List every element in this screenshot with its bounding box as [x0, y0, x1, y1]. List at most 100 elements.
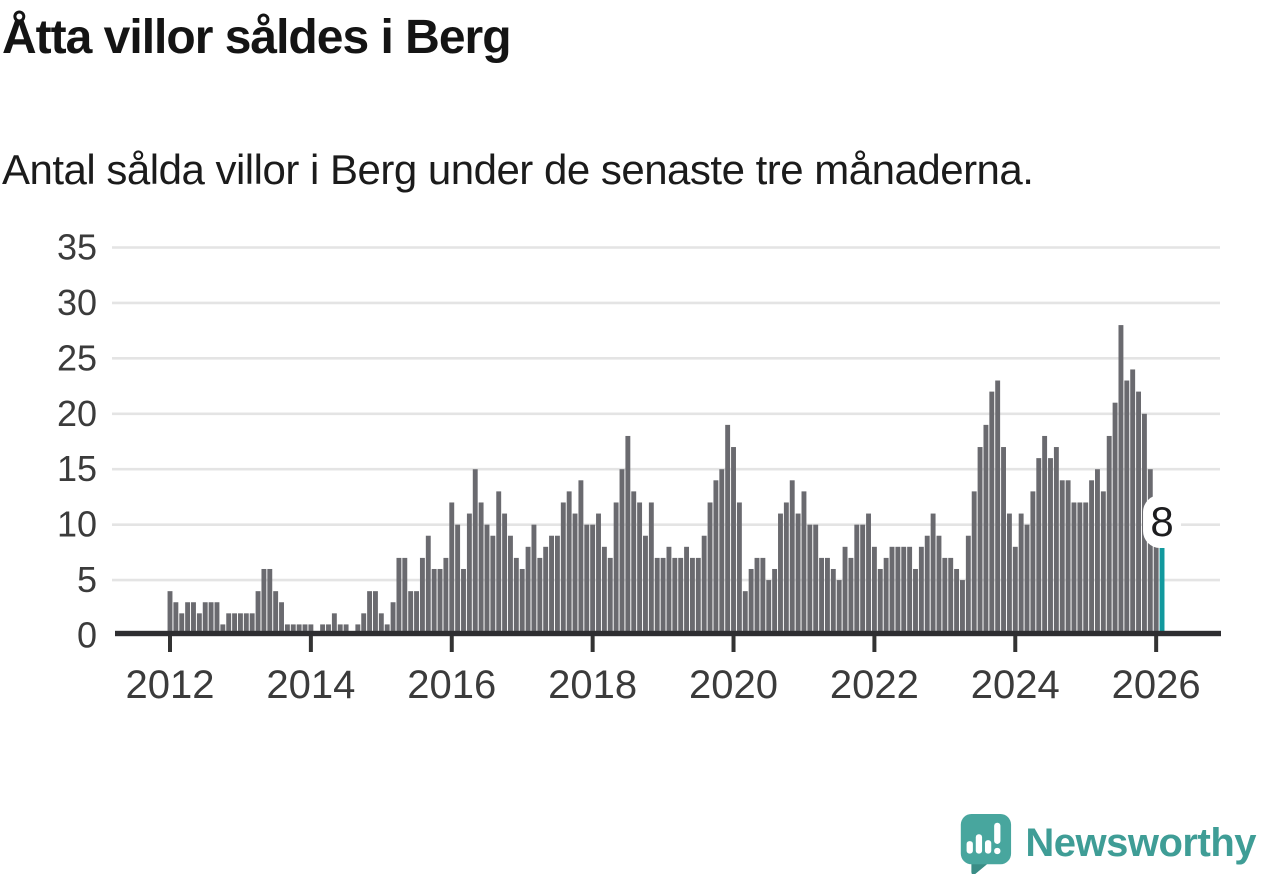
bar: [1053, 447, 1059, 636]
bar: [449, 502, 455, 636]
bar: [261, 568, 267, 636]
logo-bar-1: [966, 841, 974, 854]
bar: [1036, 458, 1042, 636]
bar: [461, 568, 466, 636]
bar: [772, 568, 778, 636]
bar: [584, 524, 590, 636]
logo-exclamation-stem: [994, 822, 1001, 844]
bar: [854, 524, 860, 636]
bar: [414, 591, 419, 636]
bar: [725, 424, 731, 636]
bar: [1112, 402, 1118, 636]
bar: [989, 391, 995, 636]
bar: [484, 524, 490, 636]
bar: [390, 602, 396, 636]
bar: [554, 535, 560, 636]
bar: [625, 435, 631, 636]
newsworthy-speech-bubble-chart-icon: [961, 814, 1012, 874]
bar: [842, 546, 848, 636]
bar: [1077, 502, 1083, 636]
bar: [936, 535, 942, 636]
bar: [343, 624, 349, 636]
bar: [1042, 435, 1048, 636]
bar: [513, 557, 519, 636]
bar: [637, 502, 643, 636]
bar: [813, 524, 819, 636]
bar: [889, 546, 895, 636]
bar: [437, 568, 443, 636]
bar: [778, 513, 783, 636]
y-axis-tick-label: 0: [77, 615, 97, 656]
bar: [672, 557, 678, 636]
bar: [1106, 435, 1112, 636]
bar: [443, 557, 449, 636]
bar: [249, 613, 255, 636]
bar: [860, 524, 866, 636]
bar: [1059, 480, 1065, 636]
bar: [977, 447, 983, 636]
bar: [508, 535, 513, 636]
bar: [601, 546, 607, 636]
bar: [819, 557, 825, 636]
bar: [918, 546, 924, 636]
x-axis-tick-label: 2012: [126, 663, 215, 707]
bar: [590, 524, 596, 636]
annotation-bubble: [1143, 495, 1182, 548]
x-axis-tick-label: 2018: [548, 663, 637, 707]
x-axis-tick-label: 2022: [830, 663, 919, 707]
bar: [713, 480, 719, 636]
bar: [1089, 480, 1095, 636]
bar: [1065, 480, 1071, 636]
bar: [384, 624, 390, 636]
y-axis-tick-label: 25: [57, 337, 97, 378]
bar: [731, 447, 736, 636]
bar: [736, 502, 742, 636]
bar: [560, 502, 566, 636]
bar: [607, 557, 613, 636]
bar: [537, 557, 543, 636]
bar: [766, 580, 772, 636]
bar: [478, 502, 484, 636]
bar: [643, 535, 648, 636]
bar: [525, 546, 531, 636]
bar: [1095, 469, 1100, 636]
bar: [971, 491, 977, 636]
bar: [173, 602, 179, 636]
bar: [237, 613, 243, 636]
bar: [701, 535, 707, 636]
chart-subtitle: Antal sålda villor i Berg under de senas…: [2, 146, 1034, 193]
bar: [267, 568, 273, 636]
bar: [396, 557, 402, 636]
bar: [179, 613, 185, 636]
bar: [830, 568, 836, 636]
bar: [279, 602, 284, 636]
bar: [789, 480, 795, 636]
bar: [901, 546, 907, 636]
bar: [208, 602, 214, 636]
bar: [373, 591, 378, 636]
bar: [1130, 369, 1136, 636]
y-axis-tick-label: 10: [57, 504, 97, 545]
bar: [1083, 502, 1089, 636]
bar: [965, 535, 971, 636]
speech-bubble-tail: [971, 864, 988, 874]
bar: [419, 557, 425, 636]
x-axis-line: [115, 630, 1221, 637]
bar: [578, 480, 584, 636]
bar: [836, 580, 842, 636]
bar: [1147, 469, 1153, 636]
bar: [302, 624, 308, 636]
bar: [167, 591, 173, 636]
bar: [895, 546, 901, 636]
bar-highlighted-latest: [1159, 546, 1165, 636]
bar: [754, 557, 760, 636]
bar: [983, 424, 989, 636]
bar: [1024, 524, 1030, 636]
bar: [232, 613, 238, 636]
bar: [930, 513, 936, 636]
bar: [942, 557, 948, 636]
bar: [408, 591, 414, 636]
bar: [596, 513, 601, 636]
bar: [472, 469, 478, 636]
latest-value-label: 8: [1150, 498, 1173, 545]
